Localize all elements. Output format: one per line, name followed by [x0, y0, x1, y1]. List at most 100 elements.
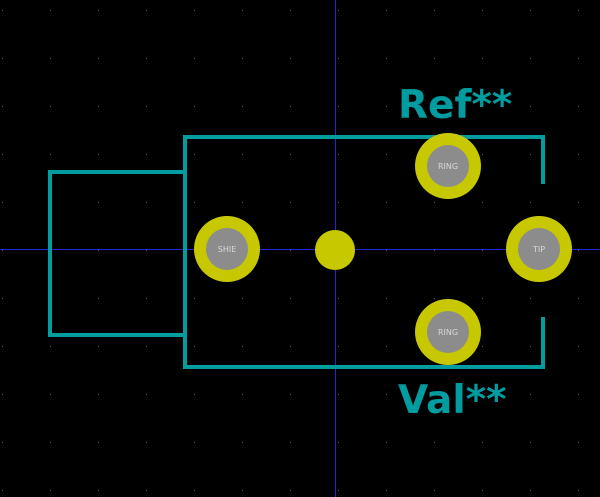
body-outline-top [183, 135, 545, 369]
plug-outline [48, 170, 187, 337]
grid-dot [530, 346, 531, 347]
grid-dot [338, 154, 339, 155]
grid-dot [578, 250, 579, 251]
grid-dot [530, 106, 531, 107]
grid-dot [242, 490, 243, 491]
grid-dot [146, 250, 147, 251]
grid-dot [482, 394, 483, 395]
grid-dot [482, 202, 483, 203]
grid-dot [482, 250, 483, 251]
grid-dot [146, 346, 147, 347]
grid-dot [194, 298, 195, 299]
grid-dot [290, 58, 291, 59]
grid-dot [578, 346, 579, 347]
grid-dot [338, 106, 339, 107]
grid-dot [578, 490, 579, 491]
grid-dot [338, 346, 339, 347]
grid-dot [578, 202, 579, 203]
grid-dot [530, 202, 531, 203]
grid-dot [386, 490, 387, 491]
grid-dot [290, 490, 291, 491]
grid-dot [386, 58, 387, 59]
grid-dot [434, 58, 435, 59]
grid-dot [386, 154, 387, 155]
grid-dot [194, 442, 195, 443]
grid-dot [482, 298, 483, 299]
grid-dot [386, 10, 387, 11]
grid-dot [482, 106, 483, 107]
grid-dot [194, 394, 195, 395]
grid-dot [146, 154, 147, 155]
grid-dot [434, 298, 435, 299]
grid-dot [482, 154, 483, 155]
grid-dot [338, 442, 339, 443]
grid-dot [98, 394, 99, 395]
pad-ring-bottom[interactable]: RING [415, 299, 481, 365]
grid-dot [434, 490, 435, 491]
pad-shield-label: SHIE [218, 245, 237, 254]
grid-dot [50, 394, 51, 395]
grid-dot [98, 10, 99, 11]
grid-dot [242, 202, 243, 203]
grid-dot [290, 442, 291, 443]
pad-tip[interactable]: TIP [506, 216, 572, 282]
grid-dot [242, 106, 243, 107]
grid-dot [146, 442, 147, 443]
pads: SHIE RING TIP RING [194, 133, 572, 365]
grid-dot [98, 346, 99, 347]
grid-dot [50, 58, 51, 59]
pad-shield[interactable]: SHIE [194, 216, 260, 282]
grid-dot [50, 490, 51, 491]
grid-dot [242, 298, 243, 299]
grid-dot [578, 58, 579, 59]
grid-dot [2, 58, 3, 59]
reference-designator[interactable]: Ref** [398, 83, 512, 128]
grid-dot [2, 490, 3, 491]
grid-dot [530, 154, 531, 155]
grid-dot [290, 298, 291, 299]
grid-dot [434, 10, 435, 11]
grid-dot [578, 106, 579, 107]
mounting-hole[interactable] [315, 230, 355, 270]
grid-dot [242, 10, 243, 11]
grid-dot [386, 346, 387, 347]
grid-dot [194, 346, 195, 347]
grid-dot [2, 394, 3, 395]
grid-dot [482, 58, 483, 59]
pad-tip-label: TIP [532, 245, 545, 254]
grid-dots [2, 10, 579, 491]
grid-dot [290, 106, 291, 107]
grid-dot [530, 10, 531, 11]
grid-dot [242, 442, 243, 443]
grid-dot [50, 10, 51, 11]
grid-dot [2, 298, 3, 299]
grid-dot [530, 394, 531, 395]
grid-dot [146, 106, 147, 107]
grid-dot [338, 298, 339, 299]
grid-dot [98, 58, 99, 59]
grid-dot [482, 10, 483, 11]
value-label[interactable]: Val** [398, 378, 507, 423]
grid-dot [2, 346, 3, 347]
pad-ring-bottom-label: RING [438, 328, 458, 337]
grid-dot [530, 490, 531, 491]
grid-dot [578, 298, 579, 299]
grid-dot [50, 442, 51, 443]
pad-ring-top[interactable]: RING [415, 133, 481, 199]
pad-shield-drill [206, 228, 248, 270]
grid-dot [386, 106, 387, 107]
grid-dot [434, 442, 435, 443]
grid-dot [98, 442, 99, 443]
grid-dot [50, 106, 51, 107]
grid-dot [338, 394, 339, 395]
grid-dot [386, 202, 387, 203]
grid-dot [338, 202, 339, 203]
grid-dot [146, 202, 147, 203]
grid-dot [146, 394, 147, 395]
grid-dot [194, 58, 195, 59]
grid-dot [146, 490, 147, 491]
grid-dot [98, 106, 99, 107]
grid-dot [98, 490, 99, 491]
grid-dot [2, 106, 3, 107]
